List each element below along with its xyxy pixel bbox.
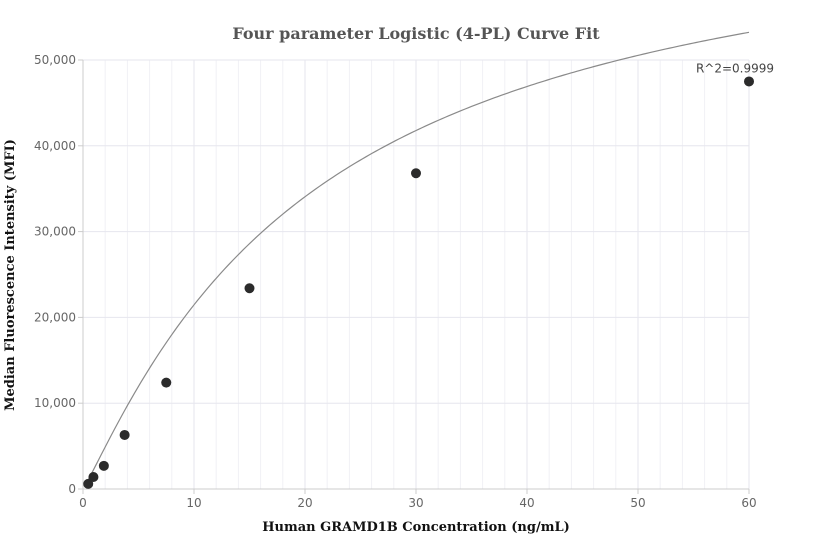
data-point — [411, 168, 421, 179]
x-axis-title: Human GRAMD1B Concentration (ng/mL) — [262, 520, 570, 535]
data-point — [244, 283, 255, 294]
y-tick-label: 20,000 — [34, 310, 76, 324]
r-squared-annotation: R^2=0.9999 — [696, 61, 774, 75]
y-tick-label: 10,000 — [34, 396, 76, 410]
y-axis-title: Median Fluorescence Intensity (MFI) — [3, 139, 18, 411]
x-tick-label: 60 — [741, 496, 756, 510]
grid-lines — [82, 59, 750, 490]
y-tick-label: 50,000 — [34, 53, 76, 67]
fit-curve-layer — [87, 31, 750, 481]
data-point — [161, 377, 172, 388]
y-tick-label: 40,000 — [34, 139, 76, 153]
data-point — [88, 471, 99, 482]
tick-labels: 0 10 20 30 40 50 60 0 10,000 20,000 30,000 40,000 50… — [34, 53, 757, 510]
data-point — [744, 76, 754, 87]
data-point — [119, 429, 130, 440]
x-tick-label: 40 — [519, 496, 534, 510]
data-point — [83, 478, 94, 489]
x-tick-label: 20 — [297, 496, 312, 510]
y-tick-label: 30,000 — [34, 225, 76, 239]
axes — [78, 59, 750, 494]
fit-curve-line — [87, 31, 750, 481]
y-tick-label: 0 — [68, 482, 76, 496]
x-tick-label: 30 — [408, 496, 423, 510]
x-tick-label: 0 — [79, 496, 87, 510]
x-tick-label: 50 — [630, 496, 645, 510]
data-point — [98, 460, 109, 471]
x-tick-label: 10 — [186, 496, 201, 510]
data-points — [83, 76, 754, 489]
chart-title: Four parameter Logistic (4-PL) Curve Fit — [232, 24, 600, 43]
